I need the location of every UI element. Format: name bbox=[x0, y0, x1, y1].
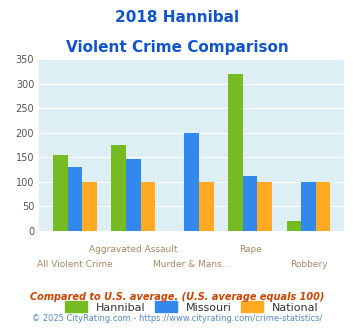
Bar bbox=[53, 155, 67, 231]
Bar bbox=[286, 221, 301, 231]
Bar bbox=[126, 159, 141, 231]
Bar bbox=[301, 182, 316, 231]
Text: 2018 Hannibal: 2018 Hannibal bbox=[115, 10, 240, 25]
Bar bbox=[184, 133, 199, 231]
Bar bbox=[257, 182, 272, 231]
Bar bbox=[141, 182, 155, 231]
Bar bbox=[228, 74, 243, 231]
Bar bbox=[111, 145, 126, 231]
Text: © 2025 CityRating.com - https://www.cityrating.com/crime-statistics/: © 2025 CityRating.com - https://www.city… bbox=[32, 314, 323, 323]
Bar bbox=[82, 182, 97, 231]
Bar bbox=[199, 182, 214, 231]
Text: Murder & Mans...: Murder & Mans... bbox=[153, 260, 230, 269]
Text: All Violent Crime: All Violent Crime bbox=[37, 260, 113, 269]
Bar bbox=[316, 182, 331, 231]
Text: Violent Crime Comparison: Violent Crime Comparison bbox=[66, 40, 289, 54]
Text: Rape: Rape bbox=[239, 245, 262, 254]
Legend: Hannibal, Missouri, National: Hannibal, Missouri, National bbox=[61, 297, 323, 317]
Text: Compared to U.S. average. (U.S. average equals 100): Compared to U.S. average. (U.S. average … bbox=[30, 292, 325, 302]
Text: Robbery: Robbery bbox=[290, 260, 327, 269]
Bar bbox=[67, 167, 82, 231]
Text: Aggravated Assault: Aggravated Assault bbox=[89, 245, 178, 254]
Bar bbox=[243, 176, 257, 231]
